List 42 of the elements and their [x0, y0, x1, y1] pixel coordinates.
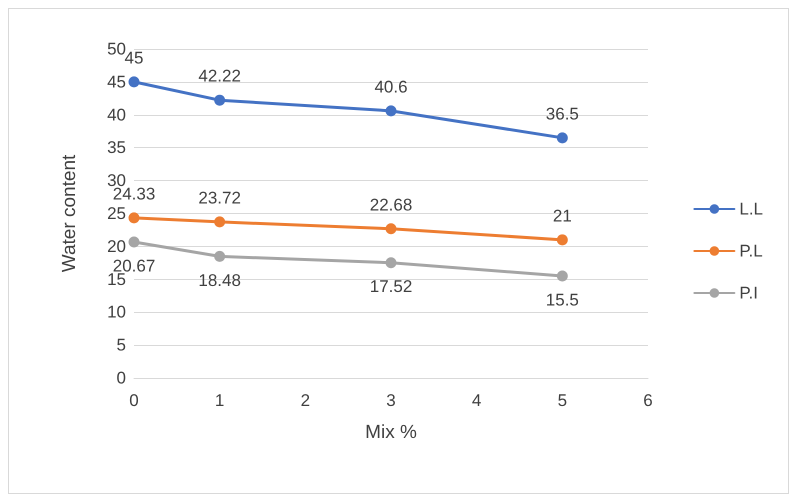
y-tick-label: 5: [116, 336, 126, 355]
point: [386, 223, 396, 234]
x-tick-label: 0: [129, 391, 139, 410]
y-axis-title: Water content: [59, 154, 80, 272]
x-tick-label: 5: [558, 391, 568, 410]
data-label: 15.5: [546, 290, 579, 310]
point: [556, 270, 568, 282]
data-label: 40.6: [374, 77, 408, 96]
data-label: 36.5: [546, 104, 579, 124]
point: [214, 94, 226, 106]
y-tick-label: 50: [107, 40, 126, 58]
data-label: 22.68: [370, 195, 412, 214]
y-tick-label: 20: [107, 236, 126, 256]
legend-label: P.I: [739, 284, 758, 302]
legend-label: P.L: [739, 242, 763, 260]
y-tick-label: 0: [116, 368, 126, 388]
point: [128, 236, 140, 248]
data-label: 23.72: [198, 188, 241, 208]
point: [128, 76, 140, 88]
y-tick-label: 10: [107, 302, 126, 322]
x-tick-label: 6: [643, 391, 653, 410]
data-label: 17.52: [370, 277, 412, 296]
y-tick-label: 45: [107, 72, 126, 92]
y-tick-label: 40: [107, 105, 126, 124]
point: [214, 216, 226, 228]
point: [556, 132, 568, 144]
y-tick-label: 25: [107, 204, 126, 223]
x-tick-label: 3: [386, 391, 396, 410]
point: [128, 212, 140, 224]
data-label: 18.48: [198, 270, 241, 290]
x-tick-label: 1: [214, 391, 224, 410]
x-tick-label: 4: [472, 391, 482, 410]
x-tick-label: 2: [300, 391, 310, 410]
legend-label: L.L: [739, 200, 764, 218]
point: [386, 257, 396, 268]
y-tick-label: 35: [107, 138, 126, 158]
data-label: 21: [552, 206, 572, 226]
x-axis-title: Mix %: [365, 422, 417, 443]
point: [214, 250, 226, 262]
data-label: 42.22: [198, 66, 241, 86]
point: [556, 234, 568, 246]
point: [386, 105, 396, 116]
